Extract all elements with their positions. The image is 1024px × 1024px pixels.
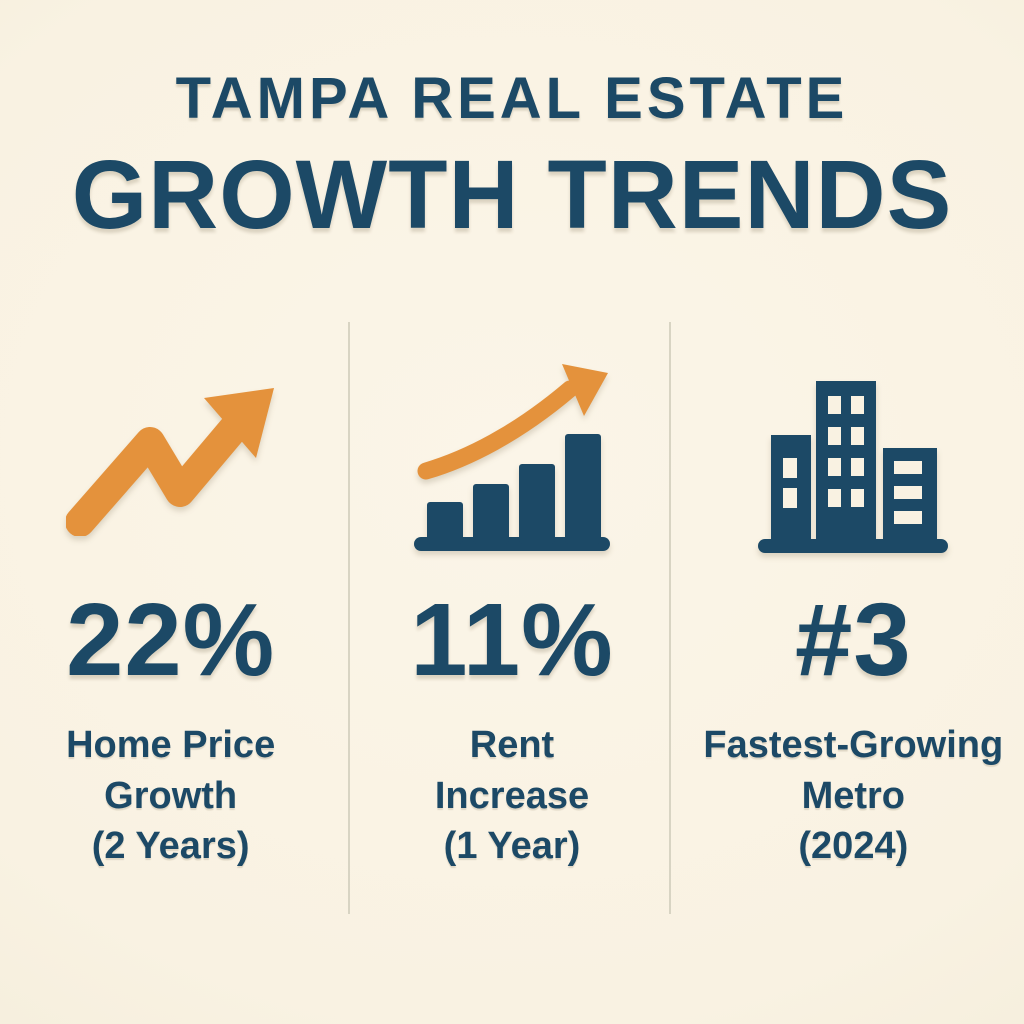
- city-buildings-icon: [758, 381, 949, 553]
- column-divider-left: [348, 322, 350, 914]
- stats-row: 22% Home Price Growth (2 Years): [0, 330, 1024, 872]
- stat-label-line: (1 Year): [443, 825, 581, 868]
- column-divider-right: [669, 322, 671, 914]
- header: TAMPA REAL ESTATE GROWTH TRENDS: [0, 0, 1024, 249]
- stat-label-line: Increase: [434, 774, 590, 817]
- stat-column-rent: 11% Rent Increase (1 Year): [341, 330, 682, 872]
- stat-label: Fastest-Growing Metro (2024): [703, 720, 1003, 872]
- stat-label: Rent Increase (1 Year): [435, 720, 589, 872]
- title-line-1: TAMPA REAL ESTATE: [175, 66, 849, 131]
- stat-label-line: Home Price: [66, 724, 276, 766]
- stat-value: 11%: [410, 582, 614, 697]
- stat-label-line: (2 Years): [91, 825, 250, 868]
- bar-chart-rising-arrow-icon: [413, 364, 610, 551]
- stat-value: #3: [795, 582, 912, 697]
- title-line-2: GROWTH TRENDS: [71, 140, 953, 249]
- stat-column-metro: #3 Fastest-Growing Metro (2024): [683, 330, 1024, 872]
- stat-column-home-price: 22% Home Price Growth (2 Years): [0, 330, 341, 872]
- stat-value: 22%: [66, 582, 276, 697]
- stat-label-line: Rent: [469, 724, 555, 766]
- trend-up-zigzag-arrow-icon: [65, 388, 274, 536]
- stat-label-line: (2024): [798, 825, 909, 868]
- stat-label-line: Metro: [801, 774, 906, 817]
- stat-label-line: Growth: [104, 774, 238, 817]
- stat-label-line: Fastest-Growing: [703, 724, 1004, 766]
- stat-label: Home Price Growth (2 Years): [66, 720, 275, 872]
